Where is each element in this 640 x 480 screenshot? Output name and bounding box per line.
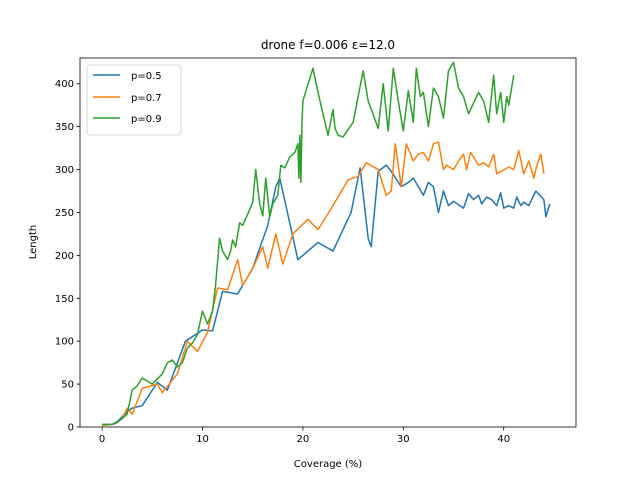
legend-label-series-3: p=0.9 (131, 114, 162, 125)
series-line-3 (102, 61, 515, 426)
x-tick-label: 0 (99, 434, 105, 445)
legend: p=0.5 p=0.7 p=0.9 (86, 64, 182, 136)
legend-label-series-2: p=0.7 (131, 93, 162, 104)
x-tick-label: 10 (196, 434, 209, 445)
y-axis-label: Length (28, 225, 39, 260)
y-tick-label: 0 (68, 423, 74, 434)
x-axis-label: Coverage (%) (294, 459, 362, 470)
y-tick-label: 400 (55, 79, 74, 90)
y-tick-label: 350 (55, 122, 74, 133)
chart-title: drone f=0.006 ε=12.0 (261, 38, 395, 52)
y-tick-label: 300 (55, 165, 74, 176)
series-line-2 (102, 141, 545, 427)
x-tick-label: 40 (497, 434, 510, 445)
legend-label-series-1: p=0.5 (131, 71, 162, 82)
y-tick-label: 150 (55, 294, 74, 305)
y-tick-label: 50 (61, 380, 74, 391)
y-tick-label: 250 (55, 208, 74, 219)
x-tick-label: 20 (297, 434, 310, 445)
plot-frame (79, 57, 577, 428)
series-line-1 (102, 164, 551, 427)
y-tick-label: 200 (55, 251, 74, 262)
x-tick-label: 30 (397, 434, 410, 445)
series-layer (102, 61, 551, 427)
y-tick-label: 100 (55, 337, 74, 348)
